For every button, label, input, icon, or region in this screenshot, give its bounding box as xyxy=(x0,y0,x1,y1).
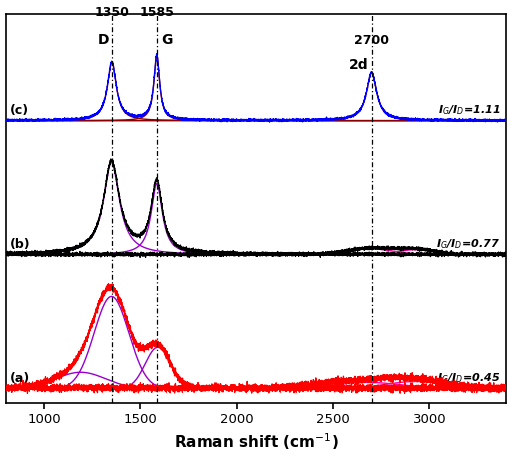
Text: D: D xyxy=(98,33,110,47)
Text: 2d: 2d xyxy=(349,58,369,72)
Text: 1350: 1350 xyxy=(94,6,129,19)
Text: 2700: 2700 xyxy=(354,34,389,47)
X-axis label: Raman shift (cm$^{-1}$): Raman shift (cm$^{-1}$) xyxy=(174,432,338,453)
Text: I$_G$/I$_D$=0.77: I$_G$/I$_D$=0.77 xyxy=(437,237,501,251)
Text: (b): (b) xyxy=(9,238,30,251)
Text: I$_G$/I$_D$=1.11: I$_G$/I$_D$=1.11 xyxy=(438,103,501,117)
Text: I$_G$/I$_D$=0.45: I$_G$/I$_D$=0.45 xyxy=(437,371,501,385)
Text: (c): (c) xyxy=(9,104,29,117)
Text: G: G xyxy=(162,33,173,47)
Text: (a): (a) xyxy=(9,372,30,385)
Text: 1585: 1585 xyxy=(139,6,174,19)
